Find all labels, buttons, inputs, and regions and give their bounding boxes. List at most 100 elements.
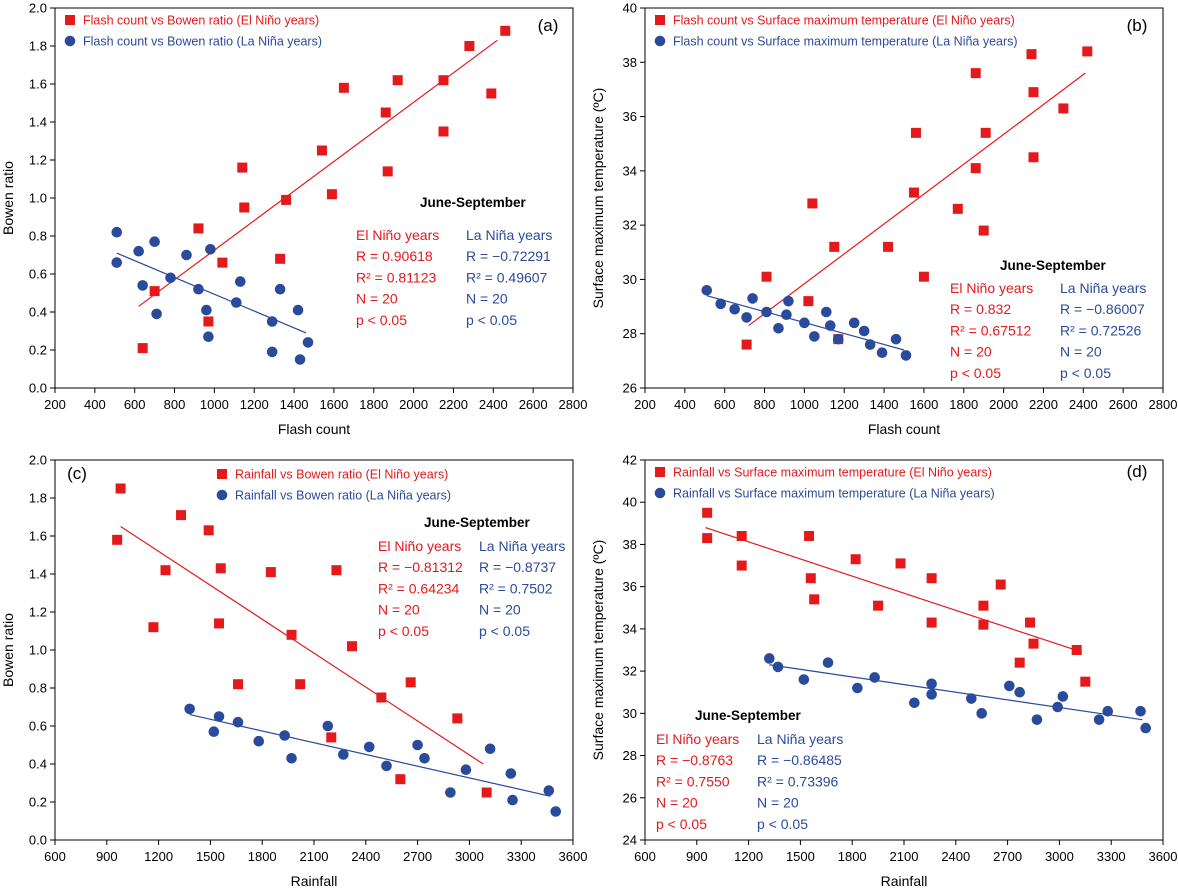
x-tick-label: 2100	[300, 849, 329, 864]
y-tick-label: 1.6	[29, 529, 47, 544]
y-tick-label: 2.0	[29, 1, 47, 16]
y-tick-label: 0.8	[29, 229, 47, 244]
data-point-circle	[1135, 705, 1146, 717]
data-point-square	[741, 339, 752, 350]
x-tick-label: 1500	[786, 849, 815, 864]
regression-line	[189, 714, 551, 797]
y-tick-label: 28	[623, 748, 637, 763]
legend-entry: Rainfall vs Surface maximum temperature …	[673, 487, 995, 501]
data-point-circle	[1140, 722, 1152, 734]
data-point-square	[481, 787, 492, 798]
legend-marker-circle	[216, 489, 228, 501]
data-point-square	[500, 25, 511, 36]
data-point-square	[217, 257, 228, 268]
x-tick-label: 2600	[519, 397, 548, 412]
x-tick-label: 2700	[993, 849, 1022, 864]
data-point-circle	[149, 236, 160, 247]
data-point-circle	[858, 325, 870, 337]
data-point-square	[237, 162, 248, 173]
x-tick-label: 1200	[240, 397, 269, 412]
y-tick-label: 26	[623, 790, 637, 805]
legend-marker-circle	[64, 35, 76, 47]
panel-label: (c)	[67, 464, 87, 483]
data-point-square	[702, 533, 713, 544]
data-point-square	[326, 189, 337, 200]
x-tick-label: 800	[754, 397, 776, 412]
data-point-circle	[363, 741, 375, 753]
x-tick-label: 2400	[351, 849, 380, 864]
legend-entry: Flash count vs Surface maximum temperatu…	[673, 14, 1015, 28]
y-tick-label: 34	[623, 163, 637, 178]
data-point-circle	[294, 354, 306, 365]
data-point-square	[1080, 676, 1091, 687]
data-point-square	[405, 677, 416, 688]
la-nina-stat-title: La Niña years	[757, 731, 843, 747]
data-point-square	[883, 241, 894, 252]
data-point-square	[1028, 152, 1039, 163]
y-tick-label: 34	[623, 621, 637, 636]
data-point-circle	[302, 337, 314, 348]
data-point-circle	[799, 317, 810, 329]
x-axis-title: Flash count	[278, 421, 350, 437]
x-tick-label: 2000	[989, 397, 1018, 412]
data-point-square	[761, 271, 772, 282]
legend: Rainfall vs Surface maximum temperature …	[654, 466, 995, 501]
data-point-square	[970, 68, 981, 79]
y-tick-label: 30	[623, 706, 637, 721]
data-point-square	[926, 617, 937, 628]
data-point-circle	[848, 317, 860, 329]
data-point-circle	[869, 672, 880, 683]
data-point-square	[115, 483, 126, 494]
la-nina-stat-n: N = 20	[757, 795, 799, 811]
x-tick-label: 1400	[870, 397, 899, 412]
y-tick-label: 1.6	[29, 77, 47, 92]
legend-marker-square	[217, 469, 227, 479]
x-tick-label: 1200	[144, 849, 173, 864]
el-nino-stat-r2: R² = 0.64234	[378, 580, 460, 596]
data-point-square	[215, 563, 226, 574]
x-tick-label: 1200	[830, 397, 859, 412]
data-point-square	[804, 531, 815, 541]
data-point-square	[809, 594, 820, 605]
data-point-square	[160, 565, 171, 576]
data-point-square	[978, 619, 989, 630]
la-nina-stat-title: La Niña years	[1060, 280, 1146, 296]
y-axis-title: Surface maximum temperature (ºC)	[590, 88, 606, 309]
data-point-square	[331, 565, 342, 576]
x-axis-title: Flash count	[868, 421, 940, 437]
la-nina-stat-r: R = −0.72291	[466, 248, 551, 264]
data-point-circle	[133, 245, 144, 257]
data-point-circle	[764, 653, 775, 664]
y-tick-label: 0.8	[29, 681, 47, 696]
data-point-square	[176, 510, 187, 521]
x-tick-label: 3600	[559, 849, 588, 864]
data-point-square	[978, 600, 989, 611]
panel-label: (a)	[538, 16, 559, 35]
y-tick-label: 36	[623, 109, 637, 124]
data-point-square	[338, 82, 349, 93]
data-point-square	[805, 573, 816, 584]
data-point-circle	[419, 753, 430, 764]
data-point-circle	[338, 749, 349, 760]
y-axis-title: Bowen ratio	[0, 161, 16, 235]
x-tick-label: 2100	[890, 849, 919, 864]
data-point-circle	[381, 760, 392, 772]
y-tick-label: 0.2	[29, 795, 47, 810]
x-tick-label: 600	[124, 397, 146, 412]
data-point-square	[1028, 87, 1039, 98]
data-point-square	[850, 554, 861, 565]
data-point-square	[438, 126, 449, 137]
data-point-circle	[445, 787, 456, 798]
la-nina-stat-n: N = 20	[479, 602, 521, 618]
x-tick-label: 600	[714, 397, 736, 412]
data-point-square	[873, 600, 884, 611]
el-nino-stat-p: p < 0.05	[356, 312, 407, 328]
data-point-circle	[111, 226, 123, 238]
y-tick-label: 28	[623, 326, 637, 341]
el-nino-stat-n: N = 20	[950, 344, 992, 360]
data-point-square	[316, 145, 327, 156]
data-point-circle	[701, 284, 713, 296]
series-el-nino	[741, 46, 1093, 350]
y-tick-label: 0.0	[29, 833, 47, 848]
